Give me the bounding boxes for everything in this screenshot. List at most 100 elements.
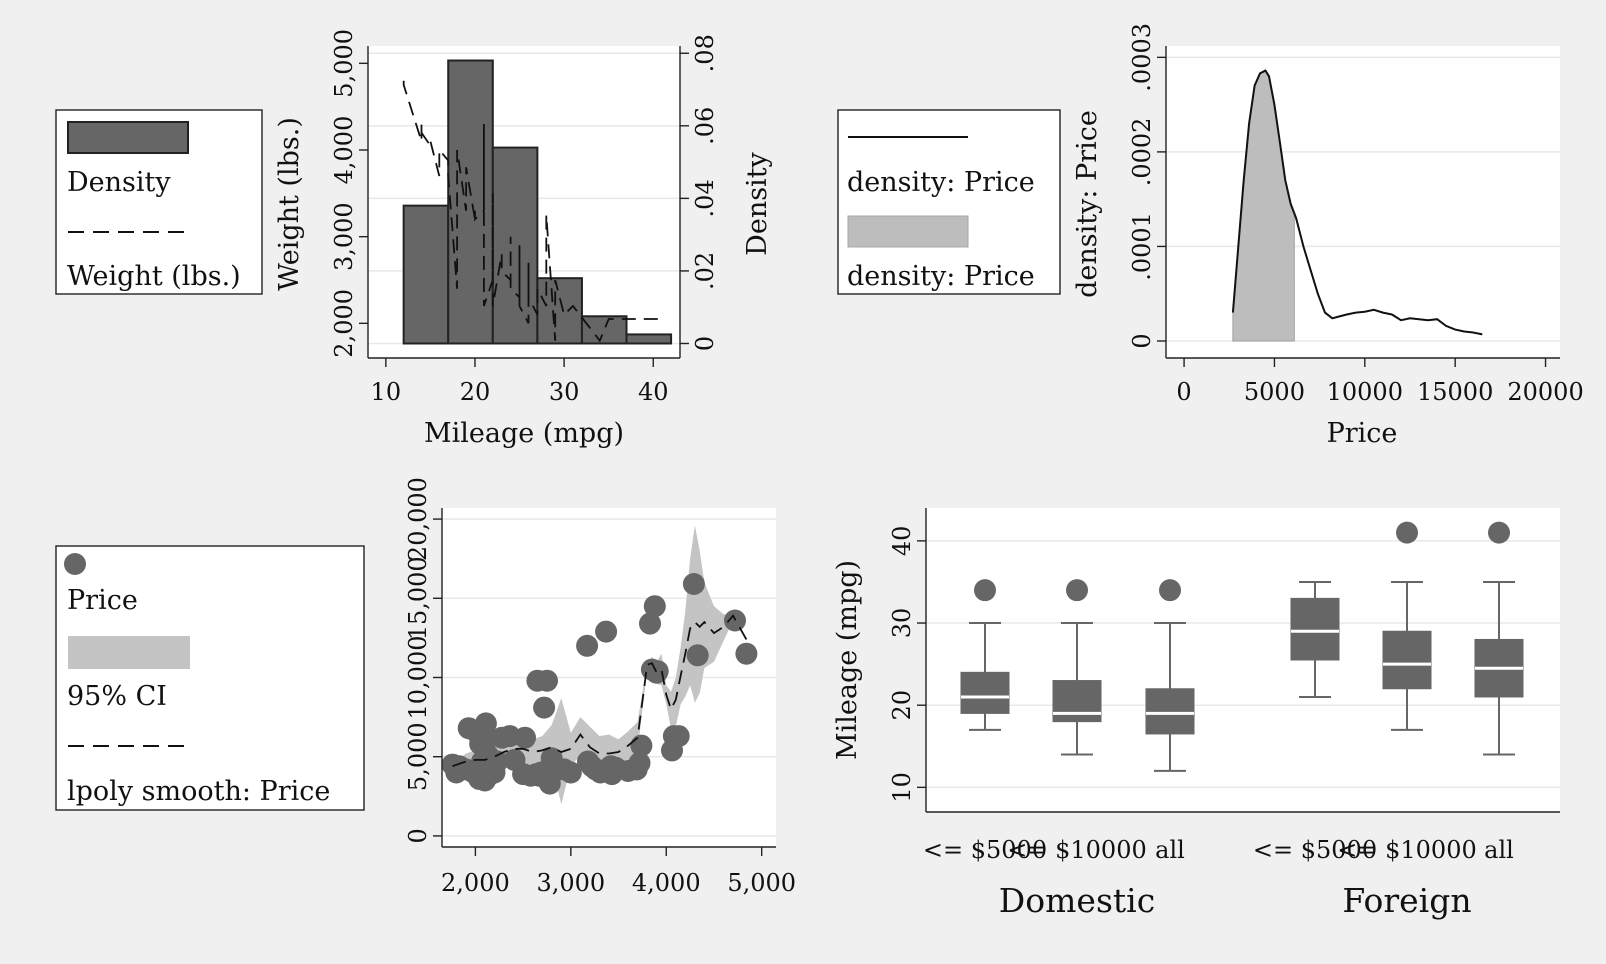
box-category-label: all bbox=[1484, 836, 1514, 864]
y2-tick-label: .04 bbox=[691, 179, 719, 217]
y-tick-label: 5,000 bbox=[404, 722, 432, 791]
y-axis-title: Weight (lbs.) bbox=[274, 117, 305, 291]
y-tick-label: 40 bbox=[888, 526, 916, 557]
density-bar-5 bbox=[625, 333, 673, 345]
outlier-point bbox=[1396, 521, 1418, 544]
x-tick-label: 10000 bbox=[1327, 378, 1403, 406]
group-label: Domestic bbox=[999, 881, 1155, 920]
legend-label-ci: 95% CI bbox=[67, 681, 167, 712]
smooth-line bbox=[452, 614, 748, 768]
outlier-point bbox=[1488, 521, 1510, 544]
price-point bbox=[682, 573, 705, 595]
box-category-label: <= $5000 bbox=[1253, 836, 1377, 864]
plot-area bbox=[1166, 46, 1560, 358]
y2-tick-label: .08 bbox=[691, 34, 719, 72]
legend-key-ci bbox=[68, 636, 190, 669]
price-point bbox=[474, 712, 497, 735]
x-tick-label: 0 bbox=[1176, 378, 1191, 406]
gridlines bbox=[1166, 56, 1560, 342]
y-tick-label: 0 bbox=[404, 828, 432, 843]
density-bars bbox=[402, 59, 673, 345]
kdensity-price-chart: 0 5000 10000 15000 20000 0 .0001 .0002 .0003 Pri… bbox=[837, 23, 1584, 449]
x-tick-label: 5,000 bbox=[727, 869, 796, 897]
legend-box bbox=[55, 545, 365, 811]
group-label: Foreign bbox=[1342, 881, 1471, 920]
legend-label-smooth: lpoly smooth: Price bbox=[67, 776, 330, 807]
y-tick-label: 0 bbox=[1128, 333, 1156, 348]
price-point bbox=[628, 752, 651, 774]
box-iqr bbox=[1052, 680, 1102, 723]
y-tick-label: .0002 bbox=[1128, 118, 1156, 187]
y-tick-label: 3,000 bbox=[330, 202, 358, 271]
legend-key-price bbox=[64, 553, 86, 575]
legend-key-density-area bbox=[847, 215, 969, 248]
legend-label-weight: Weight (lbs.) bbox=[67, 261, 241, 292]
price-point bbox=[595, 620, 618, 643]
x-axis-title: Price bbox=[1327, 418, 1398, 449]
y-tick-label: 20 bbox=[888, 690, 916, 721]
y2-tick-label: 0 bbox=[691, 336, 719, 351]
y-tick-label: 2,000 bbox=[330, 289, 358, 358]
ci-band bbox=[452, 525, 747, 805]
legend-label-density-line: density: Price bbox=[847, 167, 1035, 198]
y-tick-label: .0001 bbox=[1128, 212, 1156, 281]
price-points bbox=[441, 573, 758, 795]
y-tick-label: 30 bbox=[888, 608, 916, 639]
price-point bbox=[667, 725, 690, 748]
density-bar-1 bbox=[447, 59, 494, 345]
box-category-label: <= $10000 bbox=[1337, 836, 1476, 864]
box-iqr bbox=[1382, 630, 1432, 690]
x-tick-label: 30 bbox=[549, 378, 580, 406]
legend-label-price: Price bbox=[67, 585, 138, 616]
price-point bbox=[559, 761, 582, 784]
boxes bbox=[960, 521, 1524, 772]
box-iqr bbox=[960, 671, 1010, 714]
price-point bbox=[735, 642, 758, 665]
price-point bbox=[643, 595, 666, 618]
tick-labels: 10 20 30 40 bbox=[888, 526, 916, 803]
price-point bbox=[533, 696, 556, 719]
y-tick-label: .0003 bbox=[1128, 23, 1156, 92]
plot-area bbox=[926, 508, 1560, 812]
box-category-label: <= $10000 bbox=[1007, 836, 1146, 864]
tick-labels: 10 20 30 40 2,000 3,000 4,000 5,000 0 .02 .04 .06 .0… bbox=[330, 29, 719, 406]
weight-line bbox=[402, 80, 663, 343]
legend: Density Weight (lbs.) bbox=[55, 109, 263, 295]
density-bar-0 bbox=[402, 204, 450, 345]
ci-band-area bbox=[452, 525, 747, 805]
price-point bbox=[576, 634, 599, 657]
y2-axis-title: Density bbox=[742, 151, 773, 255]
lpoly-price-chart: 2,000 3,000 4,000 5,00005,00010,00015,00020… bbox=[55, 477, 796, 897]
legend-label-density-area: density: Price bbox=[847, 261, 1035, 292]
axes bbox=[433, 508, 776, 856]
y-tick-label: 10 bbox=[888, 772, 916, 803]
x-tick-label: 15000 bbox=[1417, 378, 1493, 406]
y-tick-label: 5,000 bbox=[330, 29, 358, 98]
tick-labels: 0 5000 10000 15000 20000 0 .0001 .0002 .0003 bbox=[1128, 23, 1584, 406]
tick-labels: 2,000 3,000 4,000 5,00005,00010,00015,00020… bbox=[404, 477, 796, 897]
price-point bbox=[536, 669, 558, 692]
price-point bbox=[639, 612, 661, 635]
x-tick-label: 5000 bbox=[1244, 378, 1305, 406]
box-iqr bbox=[1145, 688, 1195, 735]
density-bar-3 bbox=[536, 277, 583, 345]
y-tick-label: 20,000 bbox=[404, 477, 432, 561]
legend-label-density: Density bbox=[67, 167, 171, 198]
density-bar-2 bbox=[491, 146, 539, 345]
y-tick-label: 10,000 bbox=[404, 636, 432, 720]
legend: Price 95% CI lpoly smooth: Price bbox=[55, 545, 365, 811]
axes bbox=[359, 46, 689, 367]
box-iqr bbox=[1290, 597, 1340, 661]
x-axis-title: Mileage (mpg) bbox=[424, 418, 624, 449]
density-bar-4 bbox=[580, 315, 628, 345]
y-tick-label: 15,000 bbox=[404, 556, 432, 640]
histogram-weight-chart: 10 20 30 40 2,000 3,000 4,000 5,000 0 .02 .04 .06 .0… bbox=[55, 29, 773, 449]
price-point bbox=[514, 726, 536, 749]
y-tick-label: 4,000 bbox=[330, 116, 358, 185]
x-tick-label: 40 bbox=[638, 378, 669, 406]
price-point bbox=[686, 644, 709, 667]
y-axis-title: Mileage (mpg) bbox=[832, 560, 863, 760]
